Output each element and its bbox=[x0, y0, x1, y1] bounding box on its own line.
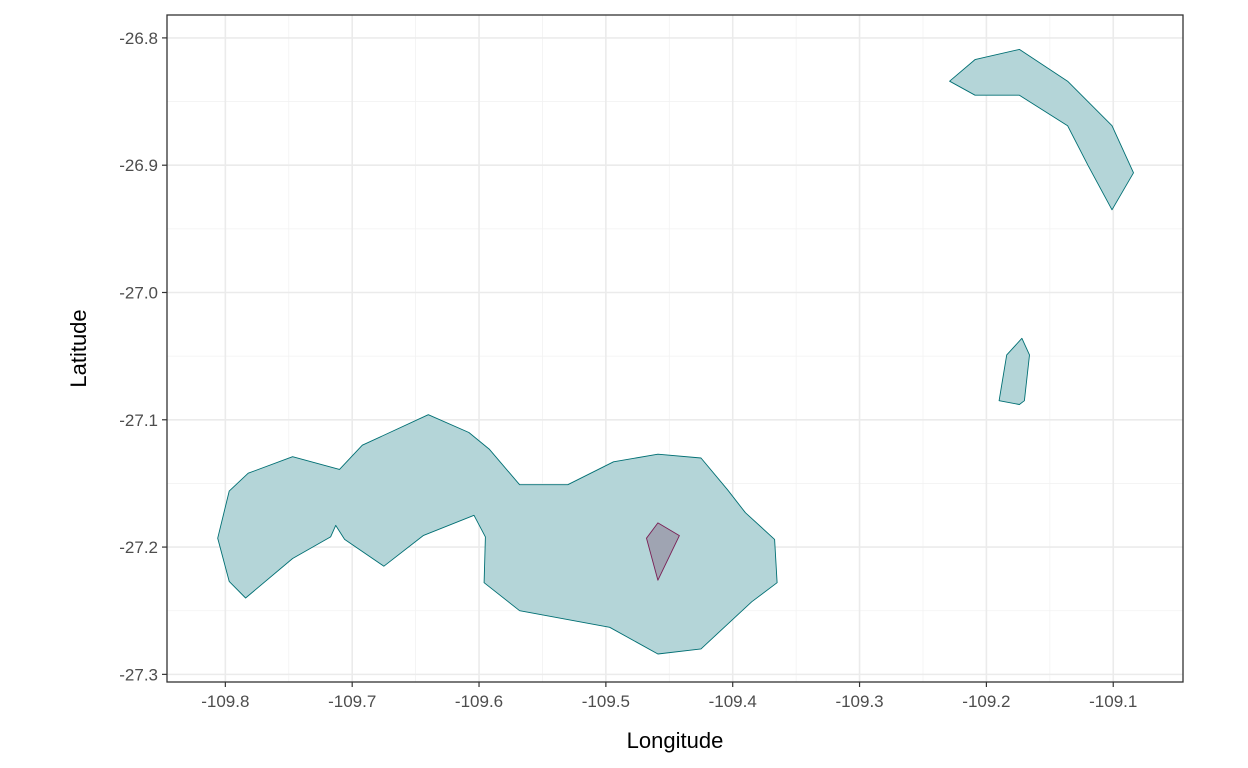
polygon-layer bbox=[217, 48, 1134, 655]
y-tick-label: -27.1 bbox=[119, 411, 158, 430]
y-axis-title: Latitude bbox=[66, 309, 91, 387]
x-tick-label: -109.5 bbox=[582, 692, 630, 711]
y-tick-label: -26.9 bbox=[119, 156, 158, 175]
x-axis-title: Longitude bbox=[627, 728, 724, 753]
axis-ticks: -109.8 -109.7 -109.6 -109.5 -109.4 -109.3 -109… bbox=[119, 29, 1137, 711]
x-tick-label: -109.6 bbox=[455, 692, 503, 711]
x-tick-label: -109.3 bbox=[835, 692, 883, 711]
y-tick-label: -27.0 bbox=[119, 283, 158, 302]
polygon-4 bbox=[646, 522, 680, 581]
x-tick-label: -109.8 bbox=[201, 692, 249, 711]
y-tick-label: -27.2 bbox=[119, 538, 158, 557]
y-tick-label: -26.8 bbox=[119, 29, 158, 48]
x-tick-label: -109.1 bbox=[1089, 692, 1137, 711]
y-tick-label: -27.3 bbox=[119, 665, 158, 684]
polygon-3 bbox=[998, 337, 1030, 405]
polygon-1 bbox=[217, 414, 778, 655]
x-tick-label: -109.2 bbox=[962, 692, 1010, 711]
x-tick-label: -109.7 bbox=[328, 692, 376, 711]
panel-border bbox=[166, 14, 1184, 683]
polygon-2 bbox=[949, 48, 1134, 211]
x-tick-label: -109.4 bbox=[709, 692, 757, 711]
